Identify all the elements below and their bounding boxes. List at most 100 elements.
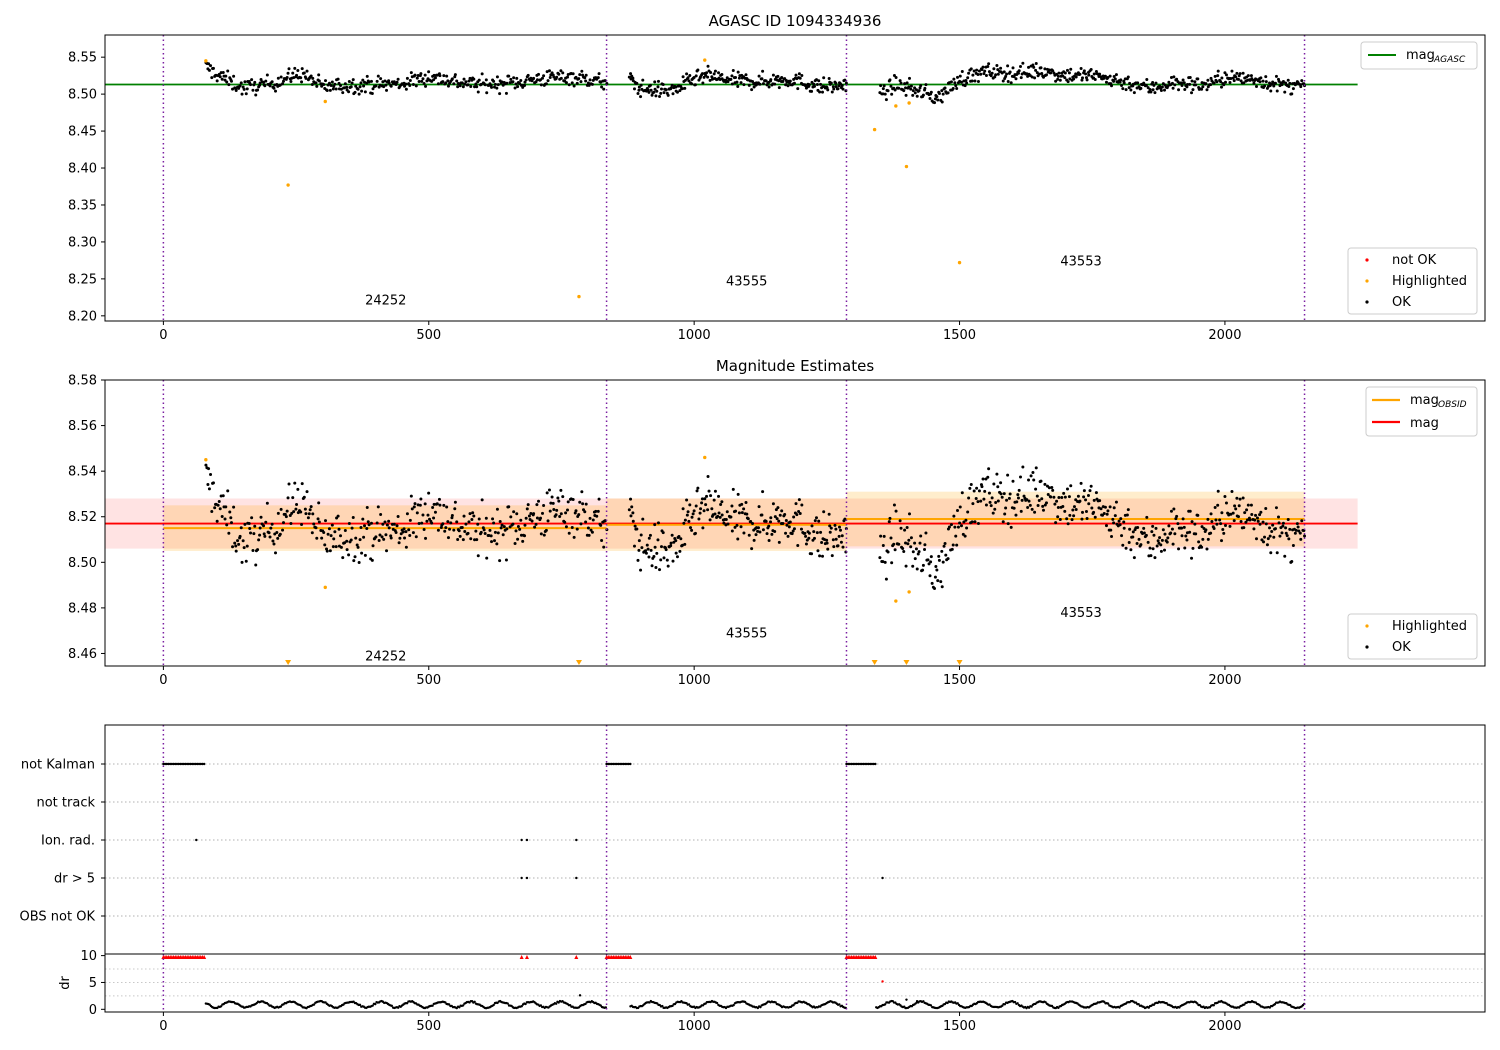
ok-point: [421, 513, 425, 517]
ok-point: [1201, 537, 1205, 541]
ok-point: [705, 71, 709, 75]
ok-point: [1213, 74, 1217, 78]
ok-point: [720, 513, 724, 517]
ok-point: [996, 499, 1000, 503]
ok-point: [636, 558, 640, 562]
agasc-magnitude-panel: AGASC ID 1094334936 24252 43555 43553 8.…: [68, 12, 1486, 343]
ok-point: [936, 98, 940, 102]
ok-point: [959, 80, 963, 84]
ok-point: [1283, 554, 1287, 558]
dr-point: [881, 980, 884, 983]
ok-point: [221, 494, 225, 498]
ok-point: [1209, 531, 1213, 535]
ok-point: [1277, 521, 1281, 525]
ok-point: [1155, 544, 1159, 548]
ok-point: [1135, 541, 1139, 545]
ok-point: [561, 71, 565, 75]
dr-point: [358, 1003, 362, 1007]
dr-point: [405, 1002, 409, 1005]
ok-point: [915, 567, 919, 571]
ok-point: [269, 526, 273, 530]
ok-point: [990, 496, 994, 500]
ok-point: [383, 520, 387, 524]
ok-point: [594, 509, 598, 513]
ok-point: [949, 80, 953, 84]
ok-point: [556, 496, 560, 500]
ok-point: [285, 76, 289, 80]
legend-mag-agasc-label: mag: [1406, 48, 1435, 63]
ok-point: [333, 530, 337, 534]
ok-point: [1220, 511, 1224, 515]
ok-point: [1120, 83, 1124, 87]
ok-point: [417, 521, 421, 525]
ok-point: [683, 86, 687, 90]
dr-point: [1013, 1000, 1017, 1004]
ok-point: [224, 74, 228, 78]
ok-point: [941, 92, 945, 96]
ok-point: [1290, 559, 1294, 563]
ok-point: [524, 516, 528, 520]
ok-point: [1262, 540, 1266, 544]
ok-point: [1076, 494, 1080, 498]
ok-point: [262, 80, 266, 84]
ok-point: [635, 527, 639, 531]
ok-point: [888, 78, 892, 82]
ok-point: [769, 516, 773, 520]
ok-point: [210, 76, 214, 80]
ok-point: [1258, 80, 1262, 84]
flag-point: [627, 762, 630, 766]
ok-point: [341, 91, 345, 95]
ok-point: [1051, 69, 1055, 73]
ok-point: [1153, 556, 1157, 560]
ok-point: [456, 537, 460, 541]
ok-point: [1040, 72, 1044, 76]
ok-point: [248, 527, 252, 531]
ok-point: [1264, 75, 1268, 79]
ok-point: [1209, 83, 1213, 87]
ok-point: [504, 91, 508, 95]
ok-point: [994, 73, 998, 77]
flag-point: [618, 762, 622, 766]
ok-point: [713, 489, 717, 493]
ok-point: [630, 505, 634, 509]
ok-point: [523, 523, 527, 527]
ok-point: [999, 492, 1003, 496]
ok-point: [635, 81, 639, 85]
ok-point: [535, 78, 539, 82]
dr-point: [279, 1005, 283, 1008]
ok-point: [1132, 556, 1136, 560]
ok-point: [367, 523, 371, 527]
flag-point: [575, 838, 578, 842]
ok-point: [262, 524, 266, 528]
ok-point: [1002, 492, 1006, 496]
legend-ok-marker: [1365, 645, 1369, 649]
ok-point: [343, 541, 347, 545]
ok-point: [349, 85, 353, 89]
dr-point: [732, 1003, 735, 1007]
panel2-title: Magnitude Estimates: [716, 357, 874, 375]
ok-point: [963, 84, 967, 88]
ok-point: [907, 538, 911, 542]
ok-point: [455, 79, 459, 83]
ok-point: [401, 530, 405, 534]
ok-point: [311, 512, 315, 516]
ok-point: [1182, 81, 1186, 85]
ok-point: [683, 78, 687, 82]
ok-point: [1011, 66, 1015, 70]
ok-point: [458, 84, 462, 88]
ok-point: [903, 528, 907, 532]
ok-point: [369, 79, 373, 83]
ok-point: [706, 64, 710, 68]
ok-point: [446, 79, 450, 83]
highlighted-point: [703, 58, 707, 62]
ok-point: [514, 529, 518, 533]
ok-point: [489, 534, 493, 538]
ok-point: [629, 72, 633, 76]
ok-point: [817, 79, 821, 83]
ok-point: [210, 510, 214, 514]
ok-point: [661, 531, 665, 535]
ok-point: [968, 486, 972, 490]
ok-point: [586, 526, 590, 530]
flag-point: [867, 762, 870, 766]
